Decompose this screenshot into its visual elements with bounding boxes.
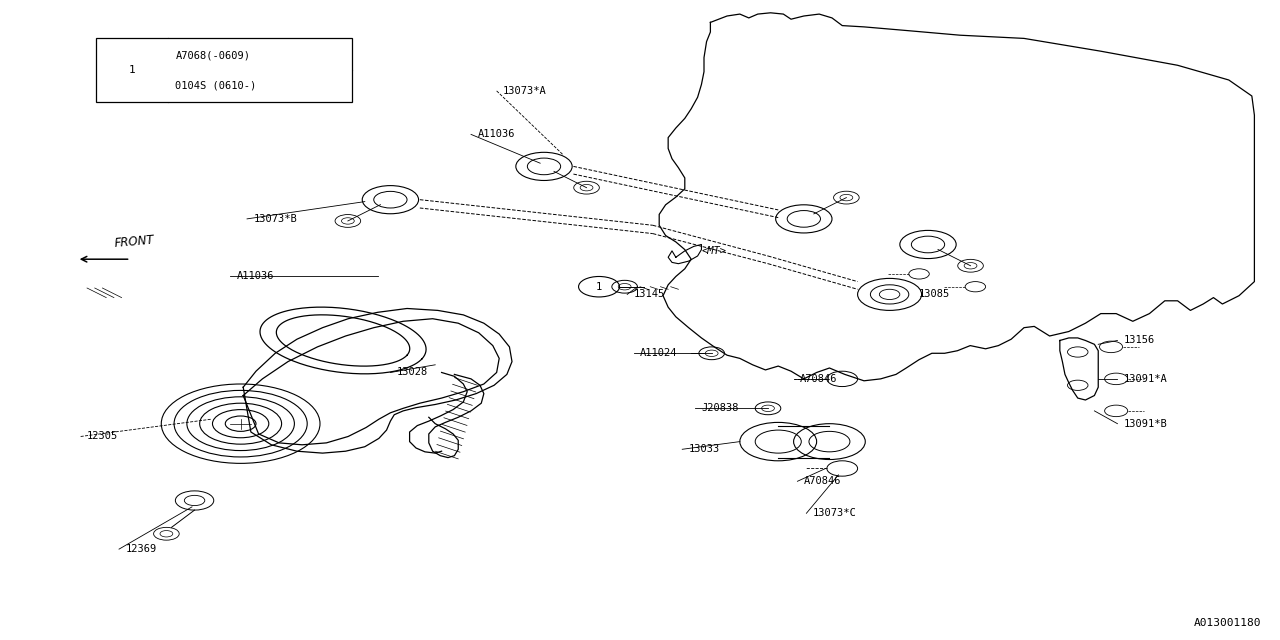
Text: J20838: J20838: [701, 403, 739, 413]
Text: 12369: 12369: [125, 544, 156, 554]
Text: A11036: A11036: [477, 129, 515, 140]
Text: 13028: 13028: [397, 367, 428, 378]
Text: 1: 1: [596, 282, 602, 292]
Text: 13085: 13085: [919, 289, 950, 300]
Text: 13091*B: 13091*B: [1124, 419, 1167, 429]
Text: A11024: A11024: [640, 348, 677, 358]
Text: 13156: 13156: [1124, 335, 1155, 346]
Text: 13073*C: 13073*C: [813, 508, 856, 518]
Text: 13073*A: 13073*A: [503, 86, 547, 96]
Text: A013001180: A013001180: [1193, 618, 1261, 628]
Bar: [96, 38, 352, 102]
Text: A70846: A70846: [804, 476, 841, 486]
Text: 1: 1: [128, 65, 136, 76]
Text: 13145: 13145: [634, 289, 664, 300]
Text: FRONT: FRONT: [114, 233, 155, 250]
Text: A11036: A11036: [237, 271, 274, 282]
Text: <MT>: <MT>: [701, 246, 727, 256]
Text: 13033: 13033: [689, 444, 719, 454]
Text: A7068(-0609): A7068(-0609): [175, 50, 251, 60]
Text: 13091*A: 13091*A: [1124, 374, 1167, 384]
Bar: [778, 426, 829, 458]
Text: 12305: 12305: [87, 431, 118, 442]
Text: A70846: A70846: [800, 374, 837, 384]
Text: 0104S (0610-): 0104S (0610-): [175, 81, 256, 91]
Text: 13073*B: 13073*B: [253, 214, 297, 224]
